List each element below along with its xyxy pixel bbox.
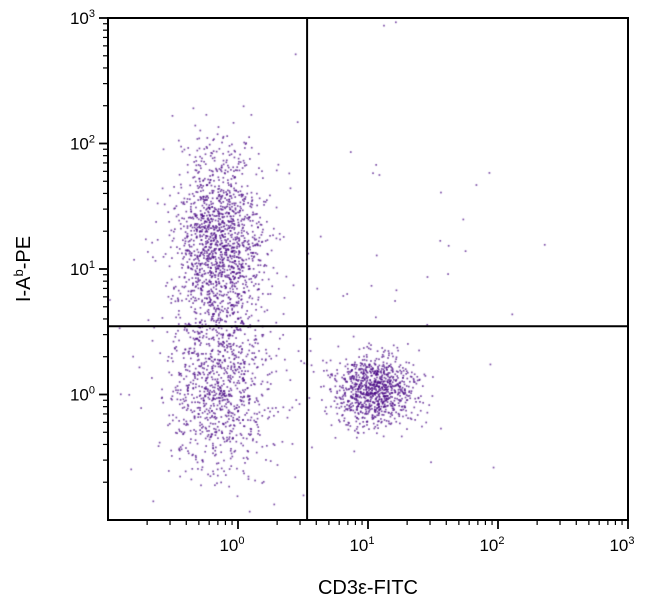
tick-label: 102 [70,134,95,154]
tick-label: 103 [70,8,95,28]
axis-tick-labels: 100 101 102 103 100 101 102 103 [70,8,635,555]
tick-label: 102 [479,535,504,555]
plot-frame [107,17,629,521]
y-axis-title: I-Ab-PE [11,236,35,302]
axis-ticks [99,17,629,529]
tick-label: 103 [609,535,634,555]
x-axis-title: CD3ε-FITC [318,577,418,599]
tick-label: 100 [219,535,244,555]
tick-label: 101 [70,259,95,279]
tick-label: 100 [70,385,95,405]
tick-label: 101 [349,535,374,555]
